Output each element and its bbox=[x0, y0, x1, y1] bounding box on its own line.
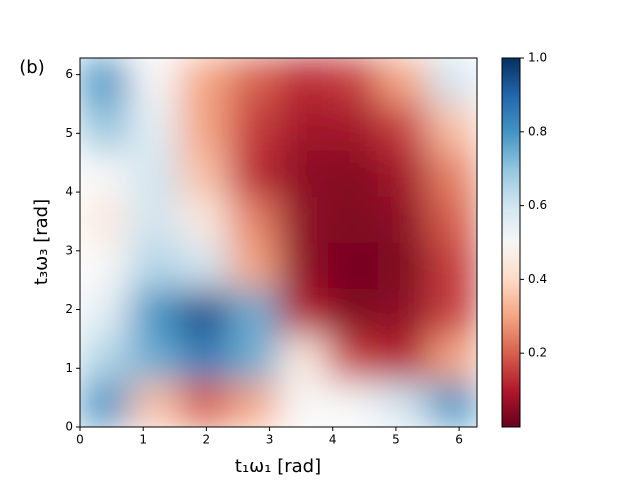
heatmap-cell bbox=[328, 334, 379, 382]
heatmap-cell bbox=[228, 58, 280, 105]
heatmap-cell bbox=[129, 58, 180, 105]
y-tick-label: 1 bbox=[65, 361, 73, 375]
heatmap-cell bbox=[328, 288, 379, 336]
heatmap-cell bbox=[228, 334, 280, 382]
heatmap-cell bbox=[328, 150, 379, 197]
x-tick-label: 3 bbox=[266, 433, 274, 447]
heatmap-cell bbox=[427, 58, 477, 105]
heatmap-cell bbox=[427, 334, 477, 382]
colorbar-tick-label: 0.2 bbox=[528, 346, 547, 360]
heatmap-cell bbox=[129, 380, 180, 427]
y-tick-label: 6 bbox=[65, 67, 73, 81]
heatmap-cell bbox=[278, 104, 329, 151]
heatmap-cell bbox=[129, 150, 180, 197]
heatmap-cell bbox=[80, 104, 131, 151]
x-tick-label: 6 bbox=[455, 433, 463, 447]
heatmap-cell bbox=[228, 104, 280, 151]
heatmap-cell bbox=[278, 334, 329, 382]
colorbar bbox=[501, 57, 521, 428]
heatmap-cell bbox=[278, 380, 329, 427]
heatmap-cell bbox=[129, 104, 180, 151]
heatmap-cell bbox=[328, 104, 379, 151]
y-tick-label: 2 bbox=[65, 302, 73, 316]
heatmap-cell bbox=[179, 288, 230, 336]
panel-label: (b) bbox=[19, 57, 44, 78]
colorbar-tick-label: 0.6 bbox=[528, 198, 547, 212]
x-axis-label: t₁ω₁ [rad] bbox=[235, 456, 321, 477]
x-tick-label: 2 bbox=[203, 433, 211, 447]
heatmap-cell bbox=[427, 104, 477, 151]
heatmap-cell bbox=[377, 334, 428, 382]
heatmap-cell bbox=[377, 58, 428, 105]
x-tick-label: 5 bbox=[392, 433, 400, 447]
heatmap-cell bbox=[377, 196, 428, 243]
plot-frame bbox=[79, 57, 478, 428]
heatmap-cell bbox=[377, 150, 428, 197]
heatmap-cell bbox=[228, 288, 280, 336]
heatmap-cell bbox=[129, 196, 180, 243]
heatmap-cell bbox=[80, 58, 131, 105]
heatmap-cell bbox=[80, 380, 131, 427]
heatmap-cell bbox=[377, 288, 428, 336]
heatmap-cell bbox=[328, 380, 379, 427]
heatmap-cell bbox=[228, 150, 280, 197]
heatmap-cell bbox=[179, 380, 230, 427]
colorbar-tick-label: 0.4 bbox=[528, 272, 547, 286]
heatmap-cell bbox=[377, 242, 428, 290]
heatmap-cell bbox=[377, 104, 428, 151]
heatmap-cell bbox=[377, 380, 428, 427]
y-tick-label: 3 bbox=[65, 243, 73, 257]
heatmap-cell bbox=[228, 196, 280, 243]
y-tick-label: 5 bbox=[65, 126, 73, 140]
heatmap-cell bbox=[278, 150, 329, 197]
y-tick-label: 0 bbox=[65, 420, 73, 434]
heatmap-cell bbox=[427, 380, 477, 427]
y-axis-label: t₃ω₃ [rad] bbox=[31, 199, 52, 285]
heatmap-cell bbox=[80, 242, 131, 290]
heatmap-cell bbox=[129, 242, 180, 290]
heatmap-cell bbox=[228, 380, 280, 427]
heatmap-cell bbox=[278, 288, 329, 336]
heatmap-cell bbox=[179, 150, 230, 197]
heatmap-cell bbox=[80, 334, 131, 382]
heatmap-cell bbox=[179, 334, 230, 382]
y-tick-label: 4 bbox=[65, 185, 73, 199]
heatmap-cell bbox=[427, 150, 477, 197]
heatmap-cell bbox=[427, 196, 477, 243]
heatmap-cell bbox=[179, 104, 230, 151]
colorbar-tick-label: 1.0 bbox=[528, 51, 547, 65]
heatmap-cell bbox=[80, 288, 131, 336]
heatmap-cell bbox=[179, 196, 230, 243]
heatmap-cell bbox=[427, 242, 477, 290]
heatmap-cell bbox=[278, 58, 329, 105]
heatmap-cell bbox=[179, 242, 230, 290]
x-tick-label: 4 bbox=[329, 433, 337, 447]
heatmap-cell bbox=[179, 58, 230, 105]
heatmap-cell bbox=[328, 242, 379, 290]
heatmap-cell bbox=[278, 242, 329, 290]
x-tick-label: 0 bbox=[76, 433, 84, 447]
heatmap-cell bbox=[129, 334, 180, 382]
heatmap-cell bbox=[80, 150, 131, 197]
heatmap-cell bbox=[328, 196, 379, 243]
heatmap-cell bbox=[328, 58, 379, 105]
heatmap-cell bbox=[228, 242, 280, 290]
x-tick-label: 1 bbox=[139, 433, 147, 447]
colorbar-tick-label: 0.8 bbox=[528, 124, 547, 138]
heatmap-cell bbox=[427, 288, 477, 336]
heatmap-cell bbox=[278, 196, 329, 243]
heatmap-cell bbox=[80, 196, 131, 243]
heatmap-cell bbox=[129, 288, 180, 336]
